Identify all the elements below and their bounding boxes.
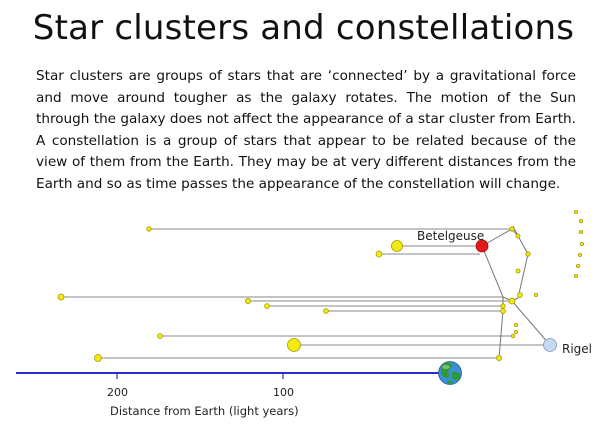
star [57,293,65,301]
star [579,218,584,223]
slide-body-text: Star clusters are groups of stars that a… [36,68,576,192]
star [534,292,539,297]
star [146,226,152,232]
star [514,322,519,327]
star [287,338,301,352]
stars [57,209,585,362]
earth-icon [438,361,462,385]
star [579,229,584,234]
star [576,263,581,268]
star [157,333,163,339]
orion-body-line [481,245,519,302]
star [375,250,383,258]
star [525,251,531,257]
orion-right-leg-line [511,300,551,346]
betelgeuse-label: Betelgeuse [417,229,484,243]
star [510,333,516,339]
rigel-label: Rigel [562,342,592,356]
betelgeuse-star [475,239,489,253]
star [574,273,579,278]
star [580,241,585,246]
star [391,240,403,252]
star [514,329,519,334]
star [517,292,523,298]
star [508,297,516,305]
rigel-star [543,338,557,352]
axis-tick-label-100: 100 [273,386,294,399]
star [94,354,102,362]
slide-title: Star clusters and constellations [32,8,575,48]
star [244,297,251,304]
star [509,226,515,232]
star [495,354,502,361]
star [515,233,521,239]
star [574,209,579,214]
distance-lines [61,228,550,359]
star [578,252,583,257]
star [515,268,521,274]
constellation-outline [481,225,551,359]
axis-tick-label-200: 200 [107,386,128,399]
star [500,308,506,314]
axis-title: Distance from Earth (light years) [110,404,299,418]
star [264,303,270,309]
star [323,308,329,314]
star [500,303,506,309]
